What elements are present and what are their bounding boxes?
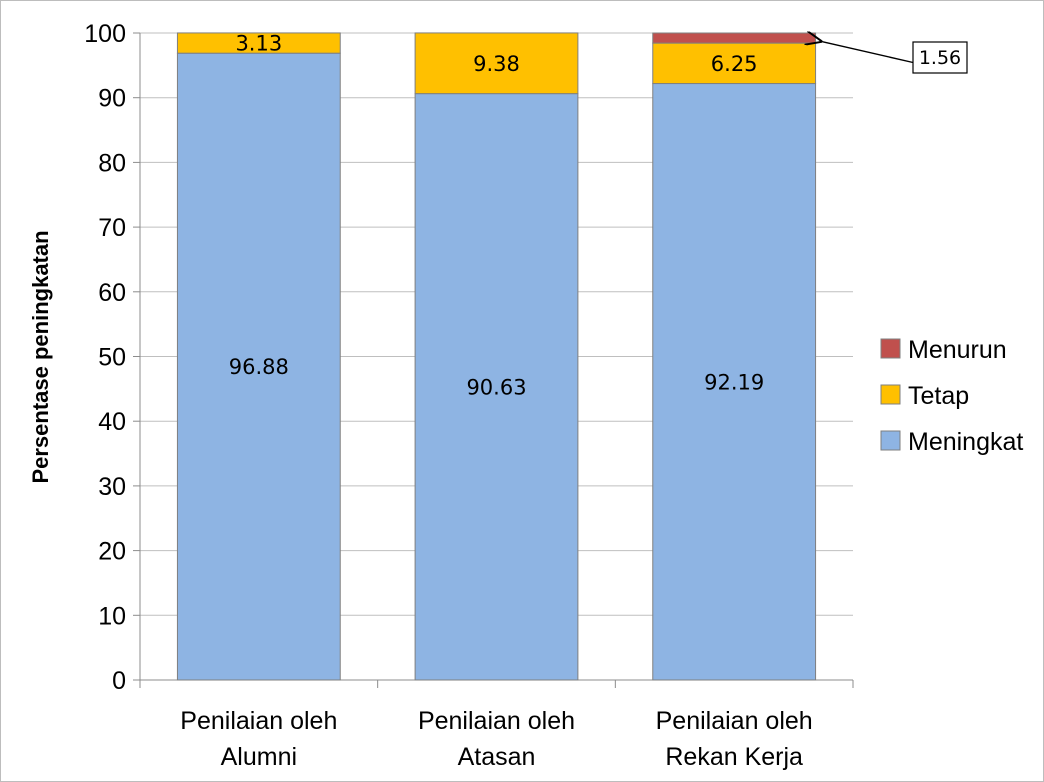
legend-label-meningkat: Meningkat xyxy=(908,428,1023,456)
data-label: 90.63 xyxy=(466,375,526,399)
data-label: 92.19 xyxy=(704,370,764,394)
bar-meningkat xyxy=(414,93,579,681)
y-tick-label: 0 xyxy=(112,667,126,695)
data-label: 6.25 xyxy=(711,52,758,76)
y-tick-label: 20 xyxy=(98,538,126,566)
y-axis-label: Persentase peningkatan xyxy=(28,230,53,483)
bar-menurun xyxy=(652,32,817,44)
data-label: 3.13 xyxy=(235,32,282,56)
bar-tetap xyxy=(176,32,341,54)
x-category-label: Penilaian oleh xyxy=(180,707,337,735)
y-tick-label: 100 xyxy=(84,20,126,48)
y-tick-label: 40 xyxy=(98,408,126,436)
bar-tetap xyxy=(652,42,817,85)
data-label: 96.88 xyxy=(229,355,289,379)
x-category-label: Atasan xyxy=(458,743,536,771)
y-tick-labels: 0 10 20 30 40 50 60 70 80 90 100 xyxy=(84,20,126,695)
legend: Menurun Tetap Meningkat xyxy=(880,336,1023,456)
y-tick-label: 10 xyxy=(98,602,126,630)
y-tick-label: 90 xyxy=(98,85,126,113)
bar-tetap xyxy=(414,32,579,95)
y-tick-label: 50 xyxy=(98,344,126,372)
callout-label: 1.56 xyxy=(919,47,961,69)
bar-meningkat xyxy=(176,52,341,681)
callout: 1.56 xyxy=(820,41,968,74)
legend-swatch-menurun xyxy=(880,338,901,359)
y-tick-label: 60 xyxy=(98,279,126,307)
x-category-label: Penilaian oleh xyxy=(656,707,813,735)
callout-arrow xyxy=(820,41,914,64)
x-category-labels: Penilaian oleh Alumni Penilaian oleh Atasan… xyxy=(180,707,812,771)
bars: 96.88 3.13 90.63 9.38 92.19 6.25 xyxy=(176,32,817,681)
data-label: 9.38 xyxy=(473,52,520,76)
bar-meningkat xyxy=(652,83,817,681)
y-tick-label: 30 xyxy=(98,473,126,501)
y-tick-label: 70 xyxy=(98,214,126,242)
legend-label-menurun: Menurun xyxy=(908,336,1007,364)
legend-swatch-meningkat xyxy=(880,430,901,451)
x-category-label: Rekan Kerja xyxy=(665,743,803,771)
x-category-label: Penilaian oleh xyxy=(418,707,575,735)
callout-box xyxy=(912,41,968,74)
legend-label-tetap: Tetap xyxy=(908,382,969,410)
x-category-label: Alumni xyxy=(221,743,297,771)
legend-swatch-tetap xyxy=(880,384,901,405)
y-tick-label: 80 xyxy=(98,149,126,177)
